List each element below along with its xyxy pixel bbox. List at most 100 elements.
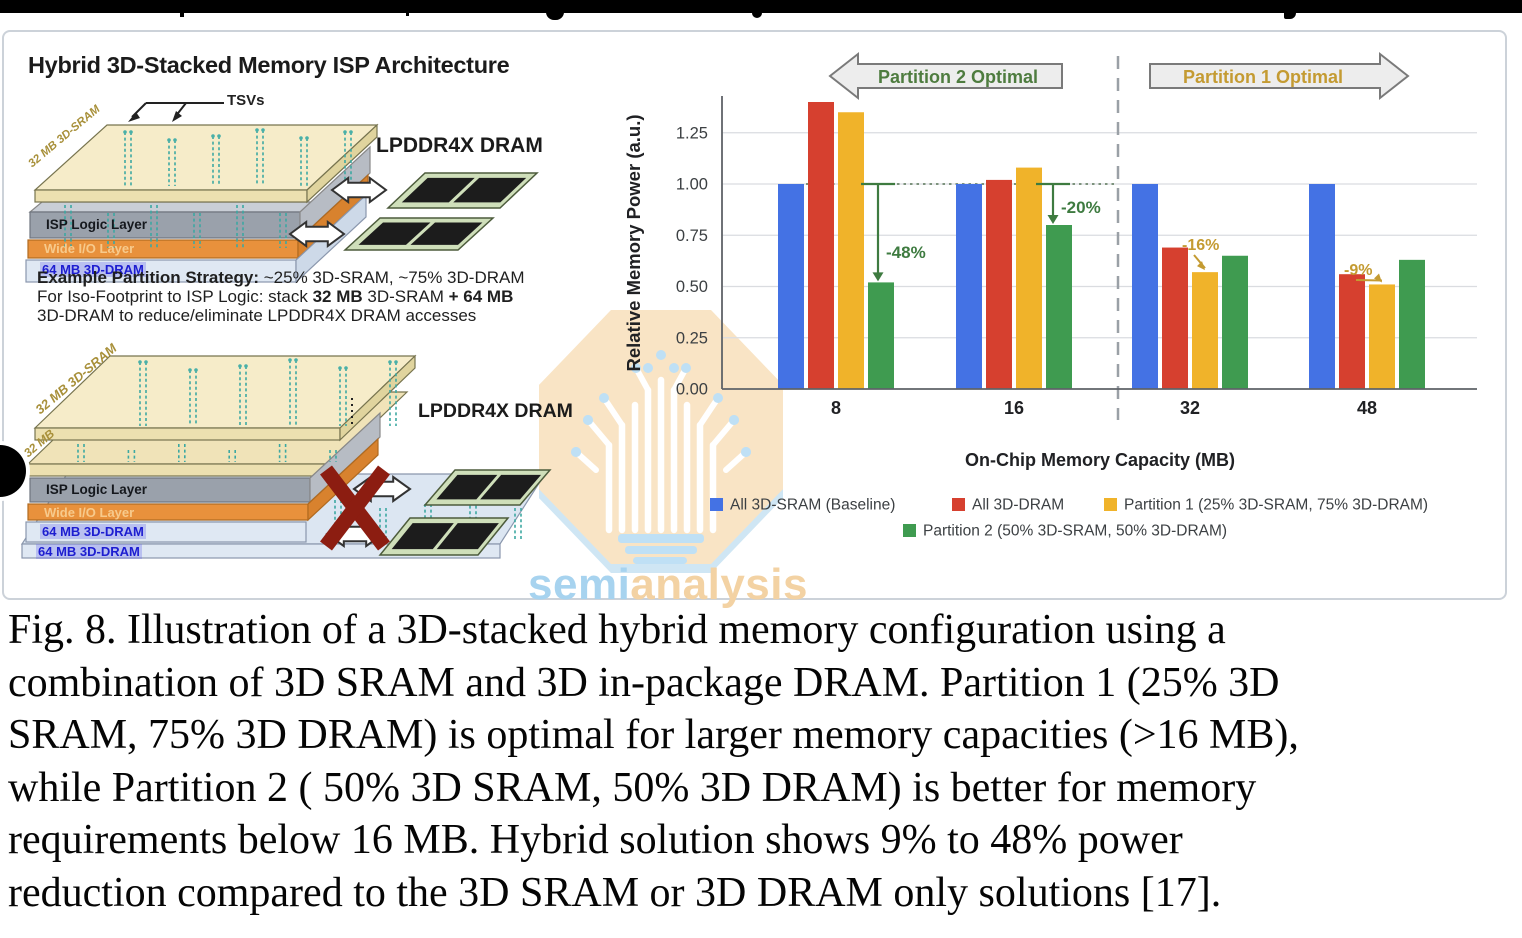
y-tick-label: 0.75: [676, 227, 708, 245]
banner-label-partition2: Partition 2 Optimal: [878, 67, 1038, 87]
annotation-arrowhead: [1197, 261, 1205, 271]
banner-label-partition1: Partition 1 Optimal: [1183, 67, 1343, 87]
caption-line: requirements below 16 MB. Hybrid solutio…: [8, 817, 1183, 863]
circuit-node-dot: [669, 363, 679, 373]
x-tick-label: 48: [1357, 398, 1377, 418]
annotation-label: -16%: [1182, 237, 1219, 254]
stack1-isp-front: [29, 211, 301, 239]
stack2-dram1-layer-label: 64 MB 3D-DRAM: [40, 524, 146, 539]
circuit-node-dot: [631, 363, 641, 373]
legend-swatch: [952, 498, 965, 511]
bar-all-3d-sram-(baseline): [1132, 184, 1158, 389]
annotation-label: -9%: [1344, 262, 1372, 279]
stack1-gray-top: [28, 201, 314, 213]
strategy-line-1: Example Partition Strategy: ~25% 3D-SRAM…: [37, 268, 617, 288]
lpddr-module-4: [378, 517, 510, 556]
cropped-text-descender: [546, 12, 564, 20]
tsv-via-dot: [144, 360, 148, 364]
lpddr-module-1: [386, 172, 539, 209]
y-tick-label: 0.25: [676, 329, 708, 347]
tsv-via-dot: [188, 368, 192, 372]
tsv-via-dot: [288, 358, 292, 362]
stack2-io-side: [307, 437, 379, 522]
annotation-arrowhead: [1374, 273, 1382, 283]
watermark-word-semi: semi: [528, 560, 631, 609]
bidir-arrow-icon: [330, 176, 388, 204]
x-tick-label: 8: [831, 398, 841, 418]
stack2-dram1-front: [25, 521, 307, 543]
dram-chip: [436, 474, 498, 500]
bar-partition-2-(50%-3d-sram,-50%-3d-dram): [1222, 255, 1248, 389]
strategy-line3: 3D-DRAM to reduce/eliminate LPDDR4X DRAM…: [37, 305, 477, 325]
legend-swatch: [710, 498, 723, 511]
bar-partition-2-(50%-3d-sram,-50%-3d-dram): [1046, 225, 1072, 389]
caption-line: combination of 3D SRAM and 3D in-package…: [8, 659, 1280, 706]
caption-line: SRAM, 75% 3D DRAM) is optimal for larger…: [8, 712, 1299, 758]
lpddr-dram-label-top: LPDDR4X DRAM: [376, 134, 543, 157]
circuit-node-dot: [599, 393, 609, 403]
tsv-vias: [138, 358, 398, 426]
bidir-arrow-icon: [288, 220, 346, 248]
stack1-sram-side: [306, 123, 378, 204]
tsv-vias: [77, 444, 337, 462]
bar-all-3d-sram-(baseline): [956, 184, 982, 389]
tsv-via-dot: [194, 368, 198, 372]
dram-chip: [436, 523, 499, 550]
dram-chip: [480, 474, 542, 500]
tsvs-label: TSVs: [227, 92, 265, 109]
strategy-line2-d: + 64 MB: [448, 286, 514, 306]
legend-label: All 3D-DRAM: [972, 497, 1064, 514]
annotation-arrowhead: [872, 272, 884, 282]
y-tick-label: 0.00: [676, 381, 708, 399]
strategy-line2-a: For Iso-Footprint to ISP Logic: stack: [37, 286, 313, 306]
circuit-node-dot: [643, 363, 653, 373]
banner-arrow-right: [1149, 51, 1410, 101]
cropped-text-descender: [406, 13, 409, 16]
legend-swatch: [1104, 498, 1117, 511]
legend-swatch: [903, 524, 916, 537]
bar-partition-2-(50%-3d-sram,-50%-3d-dram): [868, 282, 894, 389]
x-axis-title: On-Chip Memory Capacity (MB): [965, 450, 1235, 470]
bar-all-3d-sram-(baseline): [778, 184, 804, 389]
bar-all-3d-dram: [986, 179, 1012, 389]
tsv-via-dot: [255, 128, 259, 132]
semianalysis-watermark-text: semianalysis: [528, 560, 808, 610]
tsv-via-dot: [167, 138, 171, 142]
stack1-isp-layer-label: ISP Logic Layer: [46, 217, 148, 232]
tsv-vias: [64, 205, 287, 248]
cropped-text-top-bar: [0, 0, 1522, 13]
stack2-io-layer-label: Wide I/O Layer: [44, 505, 135, 520]
y-tick-label: 1.25: [676, 124, 708, 142]
tsv-via-dot: [244, 364, 248, 368]
bar-all-3d-dram: [1339, 274, 1365, 389]
bar-partition-1-(25%-3d-sram,-75%-3d-dram): [1369, 284, 1395, 389]
stack1-io-layer-label: Wide I/O Layer: [44, 241, 135, 256]
dram-chip: [410, 222, 483, 245]
x-tick-label: 16: [1004, 398, 1024, 418]
bar-partition-1-(25%-3d-sram,-75%-3d-dram): [1192, 272, 1218, 389]
no-access-x-icon: [320, 465, 390, 551]
tsv-via-dot: [217, 134, 221, 138]
circuit-node-dot: [681, 363, 691, 373]
circuit-trace: [601, 395, 625, 428]
strategy-line-3: 3D-DRAM to reduce/eliminate LPDDR4X DRAM…: [37, 305, 617, 326]
diagram-title: Hybrid 3D-Stacked Memory ISP Architectur…: [28, 52, 510, 78]
bar-partition-1-(25%-3d-sram,-75%-3d-dram): [838, 112, 864, 389]
stack2-sram1-front: [34, 427, 341, 441]
stack-diagram: [20, 102, 552, 559]
dram-chip: [401, 177, 475, 203]
banner-arrow-left: [828, 51, 1063, 101]
bar-partition-2-(50%-3d-sram,-50%-3d-dram): [1399, 259, 1425, 389]
circuit-node-dot: [741, 447, 751, 457]
y-tick-label: 1.00: [676, 176, 708, 194]
dram-chip: [358, 222, 431, 245]
stack1-dram-layer-label: 64 MB 3D-DRAM: [40, 262, 146, 277]
strategy-line2-b: 32 MB: [312, 286, 363, 306]
tsv-via-dot: [338, 366, 342, 370]
partition-strategy-text: Example Partition Strategy: ~25% 3D-SRAM…: [37, 268, 617, 326]
legend-label: Partition 1 (25% 3D-SRAM, 75% 3D-DRAM): [1124, 497, 1428, 514]
circuit-trace: [585, 417, 612, 448]
strategy-line-2: For Iso-Footprint to ISP Logic: stack 32…: [37, 286, 617, 307]
stack2-sram2-front: [27, 463, 333, 477]
